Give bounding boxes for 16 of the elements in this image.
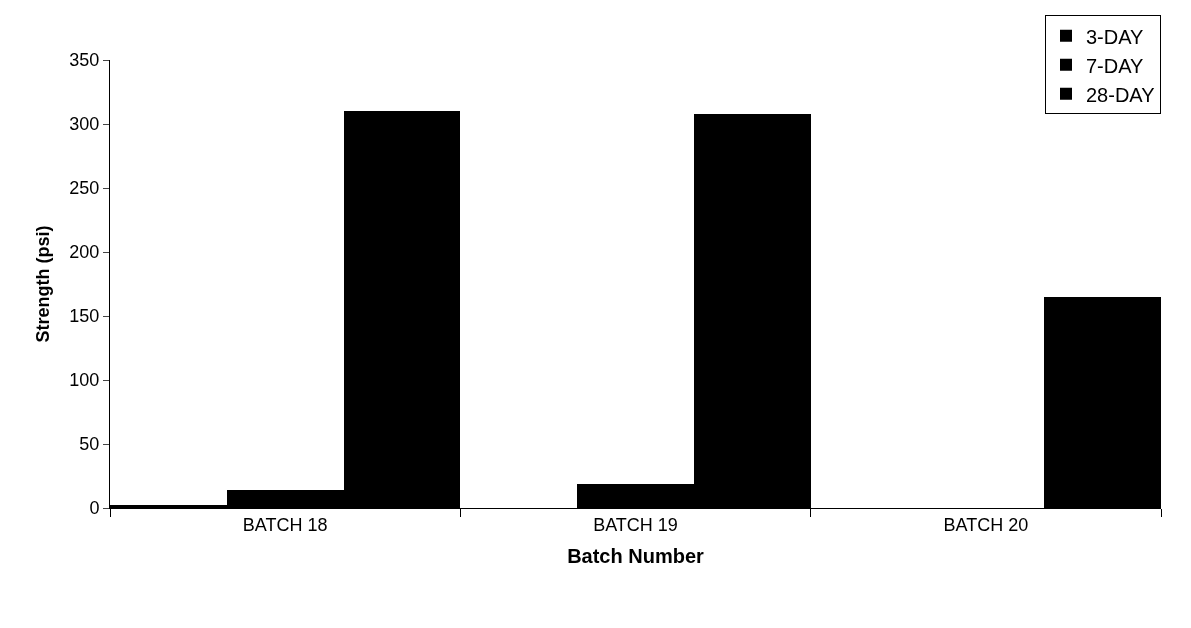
y-axis-title: Strength (psi) bbox=[32, 225, 53, 343]
y-tick-label: 0 bbox=[89, 498, 100, 519]
y-tick-label: 200 bbox=[69, 242, 100, 263]
y-tick-label: 300 bbox=[69, 114, 100, 135]
legend-label: 3-DAY bbox=[1086, 25, 1144, 48]
y-tick-label: 150 bbox=[69, 306, 100, 327]
y-tick-label: 350 bbox=[69, 50, 100, 71]
x-tick-label: BATCH 18 bbox=[242, 514, 328, 535]
x-tick-label: BATCH 19 bbox=[593, 514, 678, 535]
x-axis-title: Batch Number bbox=[567, 545, 705, 568]
y-tick-label: 250 bbox=[69, 178, 100, 199]
y-tick-label: 50 bbox=[79, 434, 100, 455]
y-tick-label: 100 bbox=[69, 370, 100, 391]
legend-label: 28-DAY bbox=[1086, 83, 1155, 106]
x-tick-label: BATCH 20 bbox=[943, 514, 1029, 535]
legend-label: 7-DAY bbox=[1086, 54, 1144, 77]
